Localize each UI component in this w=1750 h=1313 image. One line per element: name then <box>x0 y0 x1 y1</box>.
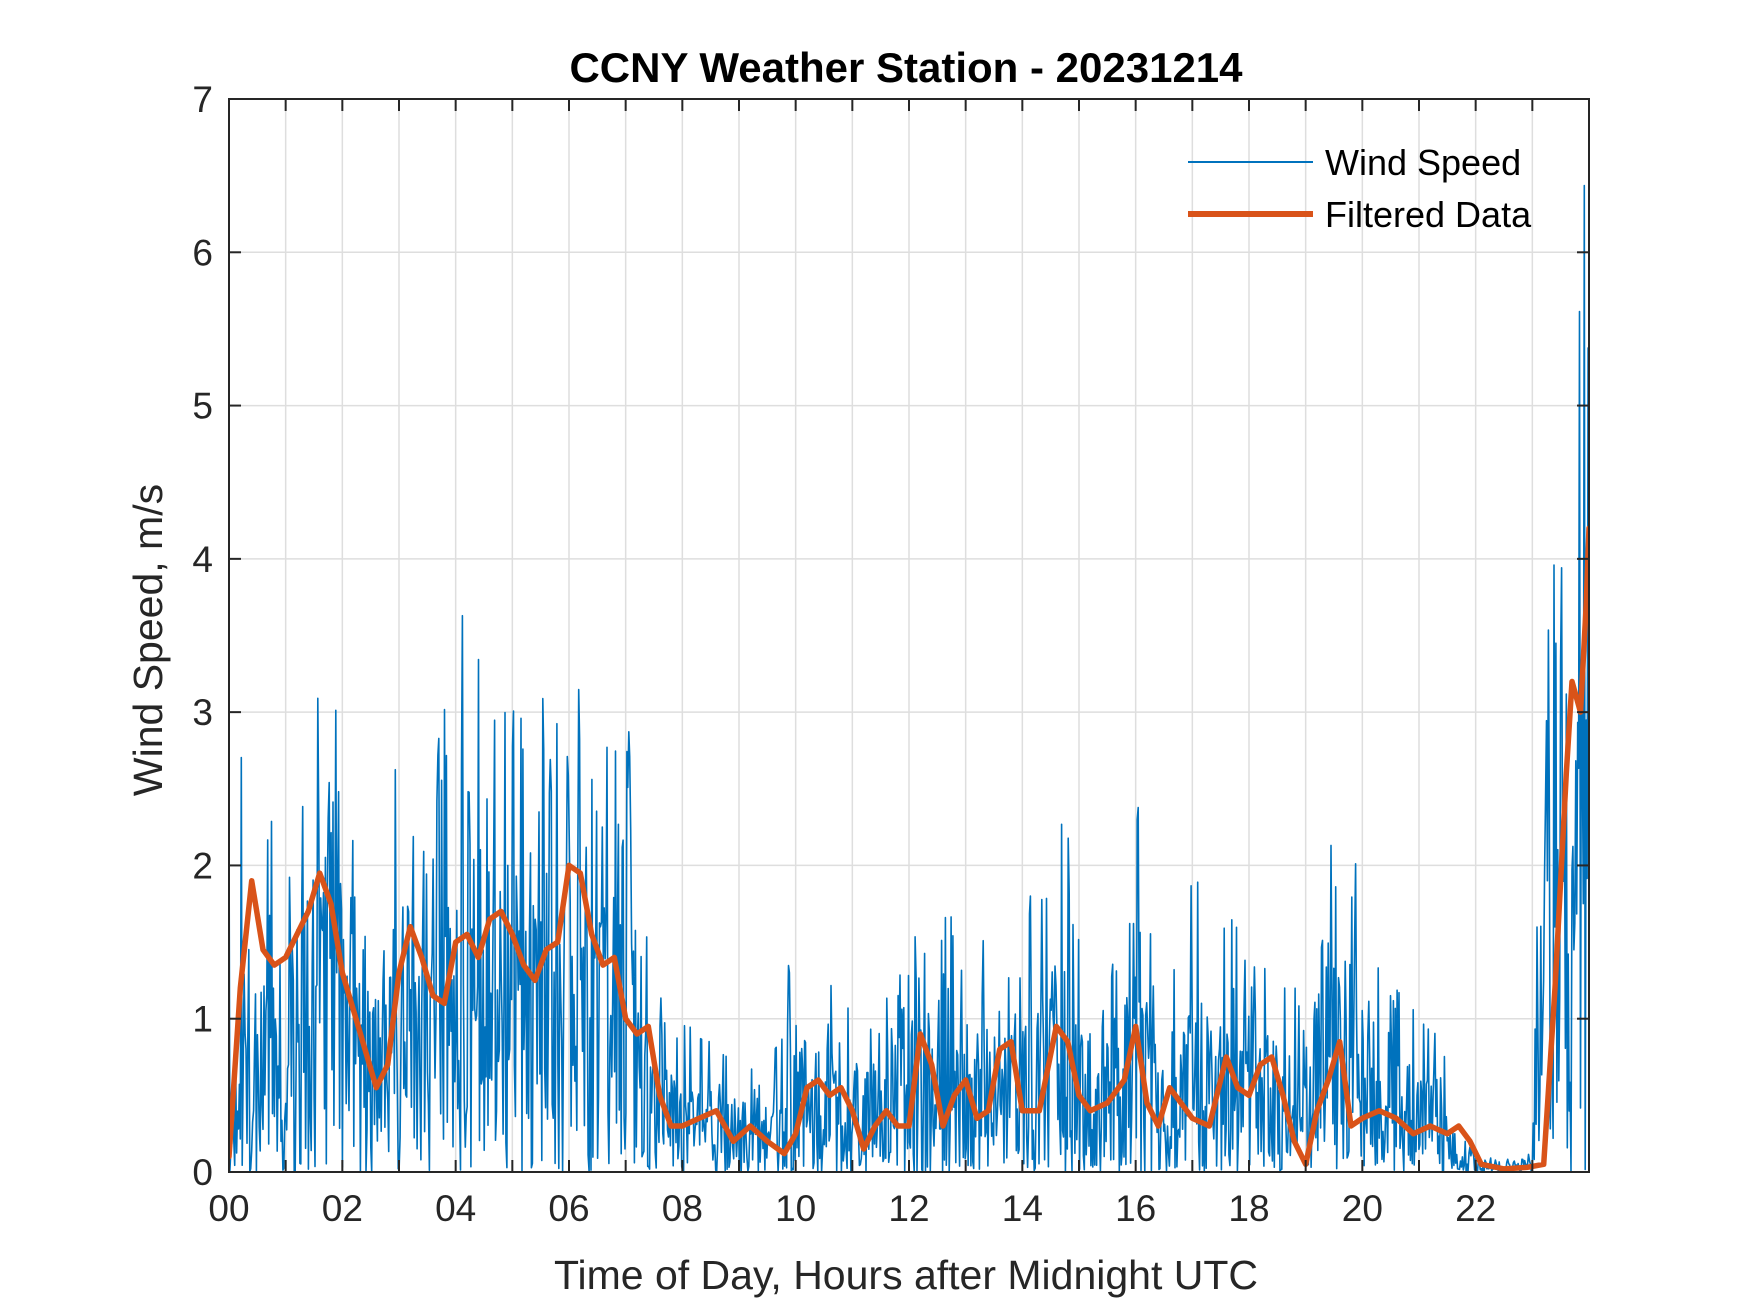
legend-label-filtered-data: Filtered Data <box>1325 194 1532 235</box>
x-axis-title: Time of Day, Hours after Midnight UTC <box>554 1252 1258 1298</box>
legend: Wind Speed Filtered Data <box>1188 142 1532 235</box>
x-tick-label: 08 <box>662 1188 703 1229</box>
y-tick-label: 7 <box>192 79 213 120</box>
x-tick-labels: 00 02 04 06 08 10 12 14 16 18 20 22 <box>208 1188 1496 1229</box>
chart-title: CCNY Weather Station - 20231214 <box>569 44 1243 91</box>
x-tick-label: 20 <box>1342 1188 1383 1229</box>
x-tick-label: 06 <box>548 1188 589 1229</box>
x-tick-label: 04 <box>435 1188 476 1229</box>
y-tick-labels: 0 1 2 3 4 5 6 7 <box>192 79 213 1193</box>
x-tick-label: 00 <box>208 1188 249 1229</box>
x-tick-label: 16 <box>1115 1188 1156 1229</box>
x-tick-label: 14 <box>1002 1188 1043 1229</box>
series-line-wind-speed <box>229 184 1589 1172</box>
data-layer <box>229 184 1589 1172</box>
x-tick-label: 10 <box>775 1188 816 1229</box>
y-axis-title: Wind Speed, m/s <box>125 484 171 796</box>
axis-ticks <box>228 98 1590 1173</box>
y-tick-label: 2 <box>192 845 213 886</box>
x-tick-label: 02 <box>322 1188 363 1229</box>
series-line-filtered-data <box>229 525 1589 1172</box>
x-tick-label: 22 <box>1455 1188 1496 1229</box>
legend-label-wind-speed: Wind Speed <box>1325 142 1521 183</box>
x-tick-label: 18 <box>1228 1188 1269 1229</box>
y-tick-label: 3 <box>192 692 213 733</box>
y-tick-label: 0 <box>192 1152 213 1193</box>
x-tick-label: 12 <box>888 1188 929 1229</box>
y-tick-label: 1 <box>192 999 213 1040</box>
y-tick-label: 6 <box>192 232 213 273</box>
y-tick-label: 5 <box>192 386 213 427</box>
y-tick-label: 4 <box>192 539 213 580</box>
